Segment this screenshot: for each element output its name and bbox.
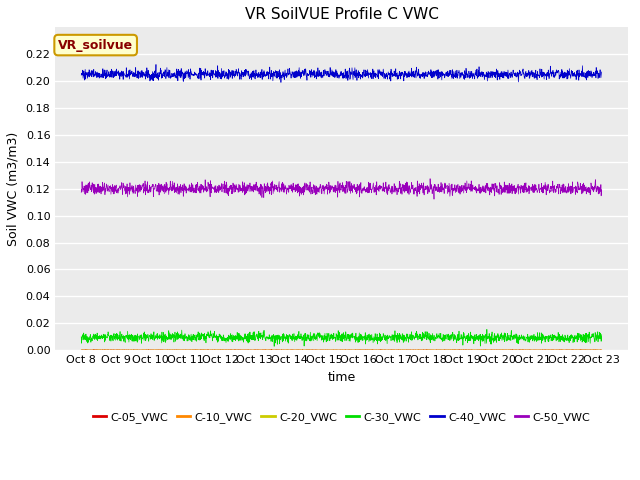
Title: VR SoilVUE Profile C VWC: VR SoilVUE Profile C VWC bbox=[244, 7, 438, 22]
Text: VR_soilvue: VR_soilvue bbox=[58, 38, 133, 51]
Legend: C-05_VWC, C-10_VWC, C-20_VWC, C-30_VWC, C-40_VWC, C-50_VWC: C-05_VWC, C-10_VWC, C-20_VWC, C-30_VWC, … bbox=[88, 408, 595, 427]
X-axis label: time: time bbox=[327, 371, 356, 384]
Y-axis label: Soil VWC (m3/m3): Soil VWC (m3/m3) bbox=[7, 132, 20, 246]
